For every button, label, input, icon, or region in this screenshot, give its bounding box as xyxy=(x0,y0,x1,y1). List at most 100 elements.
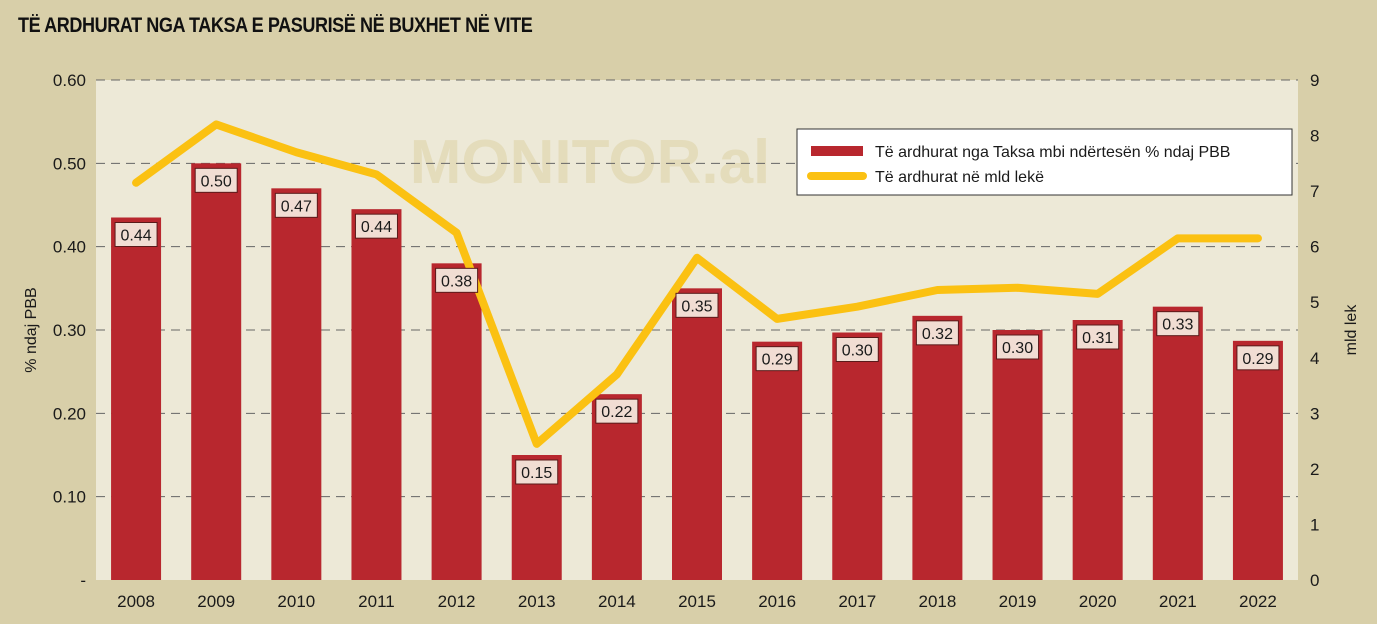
line-point xyxy=(1256,237,1259,240)
line-point xyxy=(215,123,218,126)
bar xyxy=(591,394,642,580)
right-y-ticks: 0 1 2 3 4 5 6 7 8 9 xyxy=(1310,71,1319,590)
legend-line-label: Të ardhurat në mld lekë xyxy=(875,169,1044,186)
bar xyxy=(191,163,242,581)
line-point xyxy=(615,373,618,376)
legend-bar-label: Të ardhurat nga Taksa mbi ndërtesën % nd… xyxy=(875,144,1230,161)
bar xyxy=(912,315,963,580)
data-label: 0.47 xyxy=(281,198,312,215)
right-y-tick-label: 2 xyxy=(1310,460,1319,479)
line-point xyxy=(1176,237,1179,240)
data-label: 0.35 xyxy=(681,298,712,315)
data-label: 0.22 xyxy=(601,404,632,421)
right-y-tick-label: 8 xyxy=(1310,127,1319,146)
right-axis-title: mld lek xyxy=(1343,304,1360,356)
data-label-box xyxy=(1076,324,1120,350)
legend: Të ardhurat nga Taksa mbi ndërtesën % nd… xyxy=(796,128,1293,196)
data-label-box xyxy=(435,267,479,293)
left-y-tick-label: 0.50 xyxy=(53,154,86,173)
x-tick-label: 2018 xyxy=(918,592,956,611)
data-label: 0.38 xyxy=(441,273,472,290)
data-label-box xyxy=(675,292,719,318)
line-point xyxy=(1096,292,1099,295)
data-label-box xyxy=(595,398,639,424)
bar xyxy=(351,209,402,580)
data-label: 0.30 xyxy=(842,343,873,360)
data-label: 0.29 xyxy=(1242,351,1273,368)
line-point xyxy=(535,442,538,445)
line-point xyxy=(295,151,298,154)
bar xyxy=(992,330,1043,580)
chart-title: TË ARDHURAT NGA TAKSA E PASURISË NË BUXH… xyxy=(18,14,533,37)
bar xyxy=(111,217,162,580)
x-tick-label: 2021 xyxy=(1159,592,1197,611)
x-tick-label: 2009 xyxy=(197,592,235,611)
x-tick-label: 2015 xyxy=(678,592,716,611)
x-tick-label: 2019 xyxy=(999,592,1037,611)
data-label-box xyxy=(755,346,799,372)
left-y-tick-label: - xyxy=(80,571,86,590)
left-y-tick-label: 0.30 xyxy=(53,321,86,340)
x-tick-label: 2008 xyxy=(117,592,155,611)
data-label-box xyxy=(515,459,559,485)
data-label-box xyxy=(354,213,398,239)
line-point xyxy=(936,289,939,291)
line-point xyxy=(135,181,138,184)
legend-box xyxy=(796,128,1293,196)
x-tick-label: 2012 xyxy=(438,592,476,611)
data-label-box xyxy=(835,337,879,362)
x-ticks: 2008 2009 2010 2011 2012 2013 2014 2015 2016 2017… xyxy=(117,592,1277,611)
data-label: 0.32 xyxy=(922,326,953,343)
line-point xyxy=(455,231,458,234)
right-y-tick-label: 9 xyxy=(1310,71,1319,90)
data-label-box xyxy=(996,334,1040,360)
data-label: 0.33 xyxy=(1162,317,1193,334)
data-label-box xyxy=(194,167,238,193)
watermark: MONITOR.al xyxy=(410,128,771,197)
bar xyxy=(752,341,803,580)
x-tick-label: 2010 xyxy=(277,592,315,611)
data-label: 0.44 xyxy=(361,219,392,236)
bar xyxy=(1152,306,1203,580)
line-series xyxy=(132,120,1262,448)
data-label: 0.31 xyxy=(1082,330,1113,347)
data-label: 0.44 xyxy=(120,228,151,245)
bars xyxy=(111,163,1283,581)
line-point xyxy=(696,256,698,259)
x-tick-label: 2017 xyxy=(838,592,876,611)
x-tick-label: 2016 xyxy=(758,592,796,611)
bar xyxy=(672,288,722,580)
data-label-box xyxy=(915,320,959,346)
line-point xyxy=(856,305,859,308)
data-label: 0.30 xyxy=(1002,340,1033,357)
line-point xyxy=(1016,286,1019,289)
right-y-tick-label: 5 xyxy=(1310,293,1319,312)
right-y-tick-label: 0 xyxy=(1310,571,1319,590)
line-point xyxy=(776,317,779,320)
left-axis-title: % ndaj PBB xyxy=(23,287,40,372)
x-tick-label: 2013 xyxy=(518,592,556,611)
data-label-box xyxy=(1236,345,1280,371)
right-y-tick-label: 3 xyxy=(1310,404,1319,423)
bar xyxy=(832,332,883,580)
x-tick-label: 2014 xyxy=(598,592,636,611)
x-tick-label: 2011 xyxy=(358,592,395,611)
bar-data-labels: 0.44 0.50 0.47 0.44 0.38 0.15 0.22 0.35 0.29 0.30… xyxy=(114,167,1280,485)
right-y-tick-label: 4 xyxy=(1310,349,1319,368)
left-y-tick-label: 0.10 xyxy=(53,488,86,507)
data-label-box xyxy=(274,192,318,218)
left-y-tick-label: 0.20 xyxy=(53,404,86,423)
right-y-tick-label: 1 xyxy=(1310,515,1319,534)
x-tick-label: 2020 xyxy=(1079,592,1117,611)
line-point xyxy=(375,173,378,176)
data-label: 0.15 xyxy=(521,465,552,482)
data-label: 0.29 xyxy=(762,352,793,369)
data-label-box xyxy=(1156,311,1200,337)
left-y-tick-label: 0.60 xyxy=(53,71,86,90)
bar xyxy=(1072,320,1123,580)
right-y-tick-label: 7 xyxy=(1310,182,1319,201)
x-tick-label: 2022 xyxy=(1239,592,1277,611)
left-y-tick-label: 0.40 xyxy=(53,238,86,257)
legend-bar-swatch xyxy=(811,146,863,156)
